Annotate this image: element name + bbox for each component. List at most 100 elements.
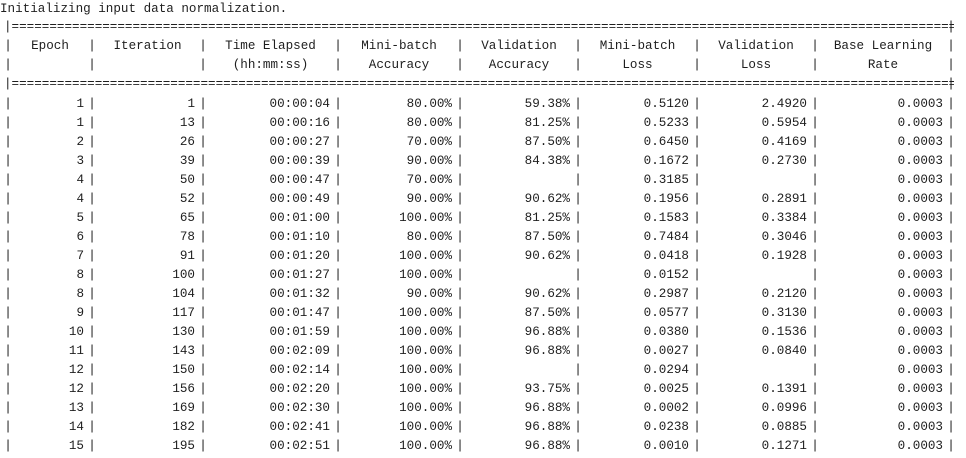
- table-row: | | | | | | | | | 13 169 00:02:30 100.00% 96.88% 0.000…: [0, 399, 966, 418]
- table-row: | | | | | | | | | 4 52 00:00:49 90.00% 90.62% 0.1956 0.…: [0, 190, 966, 209]
- column-separator: |: [456, 211, 464, 225]
- cell-mb-acc: 100.00%: [399, 382, 452, 396]
- column-separator: |: [947, 230, 955, 244]
- cell-time: 00:01:59: [269, 325, 330, 339]
- column-separator: |: [947, 401, 955, 415]
- cell-mb-loss: 0.0577: [643, 306, 689, 320]
- column-separator: |: [199, 401, 207, 415]
- column-separator: |: [693, 116, 701, 130]
- column-separator: |: [693, 249, 701, 263]
- column-separator: |: [947, 173, 955, 187]
- cell-lr: 0.0003: [897, 325, 943, 339]
- column-separator: |: [947, 192, 955, 206]
- column-separator: |: [456, 363, 464, 377]
- column-separator: |: [88, 420, 96, 434]
- column-separator: |: [574, 154, 582, 168]
- cell-val-loss: 0.1391: [761, 382, 807, 396]
- column-separator: |: [811, 39, 819, 53]
- column-separator: |: [693, 287, 701, 301]
- table-row: | | | | | | | | | 7 91 00:01:20 100.00% 90.62% 0.0418 0…: [0, 247, 966, 266]
- column-separator: |: [199, 116, 207, 130]
- cell-val-loss: 0.2120: [761, 287, 807, 301]
- column-separator: |: [693, 192, 701, 206]
- cell-mb-loss: 0.0002: [643, 401, 689, 415]
- cell-time: 00:02:41: [269, 420, 330, 434]
- column-header: Accuracy: [488, 58, 550, 72]
- column-separator: |: [4, 173, 12, 187]
- column-separator: |: [947, 58, 955, 72]
- column-separator: |: [4, 39, 12, 53]
- column-separator: |: [334, 58, 342, 72]
- cell-val-acc: 93.75%: [524, 382, 570, 396]
- column-separator: |: [199, 382, 207, 396]
- column-separator: |: [574, 344, 582, 358]
- table-row: | | | | | | | | | 15 195 00:02:51 100.00% 96.88% 0.001…: [0, 437, 966, 456]
- cell-epoch: 3: [76, 154, 84, 168]
- column-separator: |: [811, 325, 819, 339]
- cell-val-loss: [701, 171, 807, 190]
- cell-epoch: 4: [76, 173, 84, 187]
- cell-time: 00:00:27: [269, 135, 330, 149]
- column-separator: |: [88, 116, 96, 130]
- column-separator: |: [947, 420, 955, 434]
- column-separator: |: [574, 39, 582, 53]
- column-separator: |: [4, 439, 12, 453]
- column-separator: |: [334, 363, 342, 377]
- cell-lr: 0.0003: [897, 230, 943, 244]
- column-separator: |: [334, 382, 342, 396]
- cell-epoch: 2: [76, 135, 84, 149]
- cell-epoch: 12: [68, 363, 84, 377]
- table-row: | | | | | | | | | 1 1 00:00:04 80.00% 59.38% 0.5120 2.4…: [0, 95, 966, 114]
- column-separator: |: [811, 97, 819, 111]
- column-separator: |: [456, 344, 464, 358]
- column-separator: |: [88, 58, 96, 72]
- column-separator: |: [574, 439, 582, 453]
- cell-iteration: 195: [172, 439, 195, 453]
- cell-val-acc: 90.62%: [524, 192, 570, 206]
- cell-mb-acc: 100.00%: [399, 439, 452, 453]
- column-header: Mini-batch: [599, 39, 676, 53]
- column-separator: |: [574, 135, 582, 149]
- column-separator: |: [88, 97, 96, 111]
- column-separator: |: [947, 116, 955, 130]
- cell-mb-acc: 80.00%: [406, 230, 452, 244]
- cell-epoch: 10: [68, 325, 84, 339]
- column-separator: |: [947, 249, 955, 263]
- cell-val-loss: 0.3046: [761, 230, 807, 244]
- column-separator: |: [88, 306, 96, 320]
- column-separator: |: [334, 287, 342, 301]
- table-row: | | | | | | | | | 11 143 00:02:09 100.00% 96.88% 0.002…: [0, 342, 966, 361]
- column-separator: |: [334, 173, 342, 187]
- cell-time: 00:02:20: [269, 382, 330, 396]
- column-separator: |: [4, 363, 12, 377]
- cell-time: 00:00:04: [269, 97, 330, 111]
- column-separator: |: [693, 363, 701, 377]
- cell-lr: 0.0003: [897, 287, 943, 301]
- column-separator: |: [199, 211, 207, 225]
- cell-epoch: 8: [76, 268, 84, 282]
- column-separator: |: [693, 154, 701, 168]
- column-separator: |: [88, 211, 96, 225]
- cell-epoch: 13: [68, 401, 84, 415]
- column-separator: |: [4, 211, 12, 225]
- column-header: (hh:mm:ss): [232, 58, 309, 72]
- cell-time: 00:02:14: [269, 363, 330, 377]
- column-separator: |: [4, 344, 12, 358]
- cell-val-loss: 0.0885: [761, 420, 807, 434]
- column-header: Validation: [481, 39, 557, 53]
- column-separator: |: [88, 439, 96, 453]
- column-separator: |: [811, 382, 819, 396]
- cell-epoch: 11: [68, 344, 84, 358]
- cell-val-loss: 0.4169: [761, 135, 807, 149]
- cell-lr: 0.0003: [897, 268, 943, 282]
- table-row: | | | | | | | | | 1 13 00:00:16 80.00% 81.25% 0.5233 0.…: [0, 114, 966, 133]
- column-separator: |: [811, 192, 819, 206]
- column-separator: |: [88, 192, 96, 206]
- column-separator: |: [811, 420, 819, 434]
- table-row: | | | | | | | | | 8 100 00:01:27 100.00% 0.0152 0.0003: [0, 266, 966, 285]
- cell-val-acc: 96.88%: [524, 325, 570, 339]
- column-separator: |: [199, 287, 207, 301]
- column-separator: |: [574, 211, 582, 225]
- column-separator: |: [693, 382, 701, 396]
- cell-mb-loss: 0.0418: [643, 249, 689, 263]
